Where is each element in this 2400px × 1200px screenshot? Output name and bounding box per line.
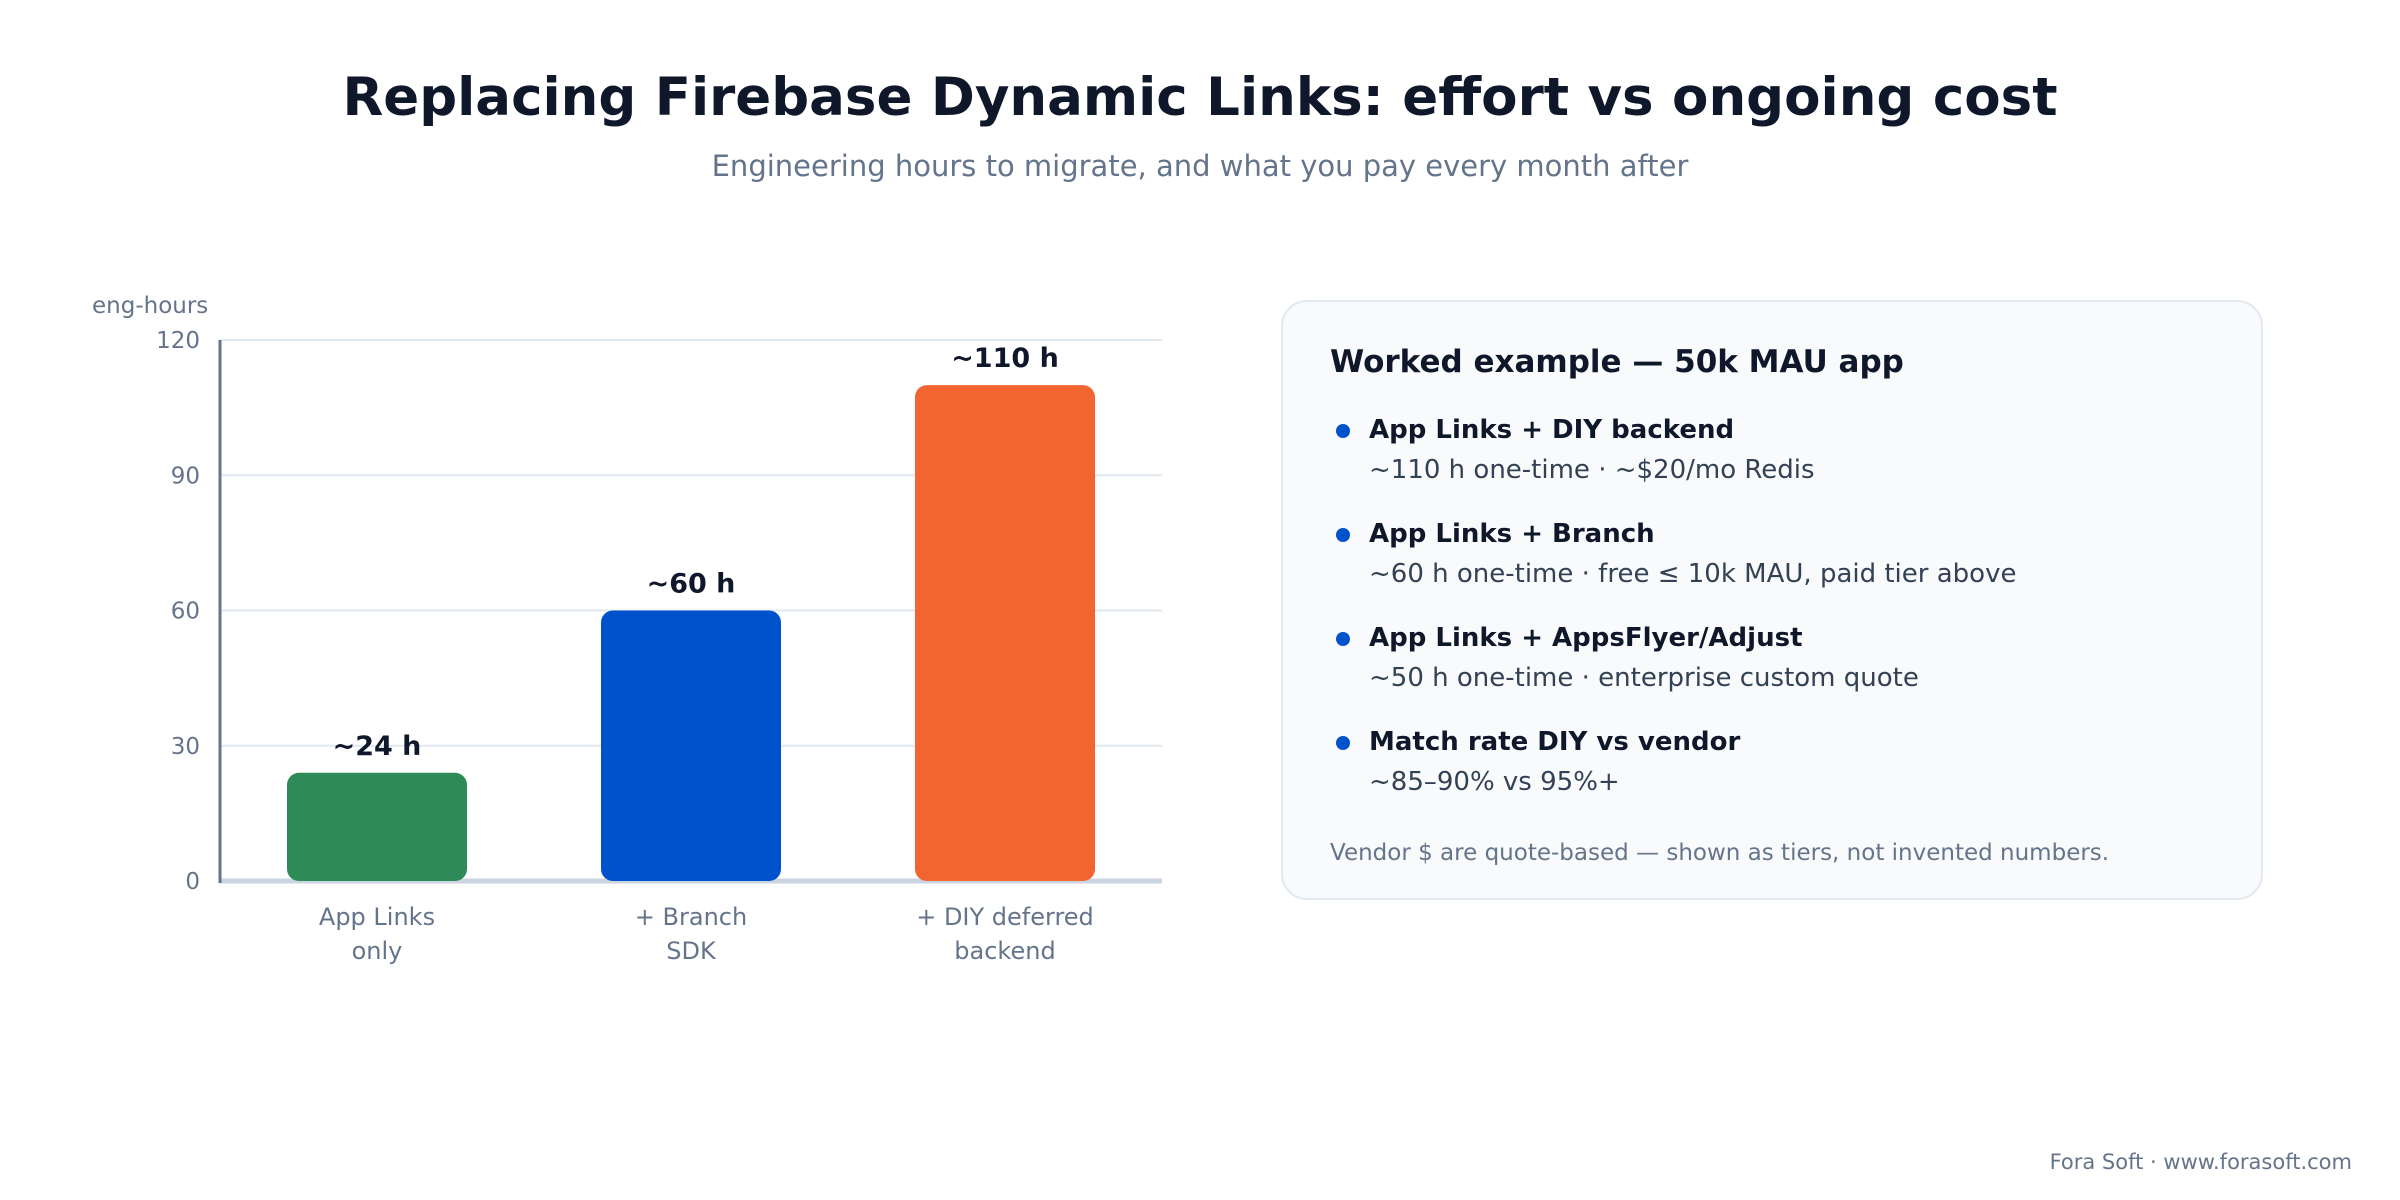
panel-item-appsflyer-adjust: App Links + AppsFlyer/Adjust ~50 h one-t… <box>1283 614 2261 714</box>
y-axis-label: eng-hours <box>92 293 208 319</box>
x-category-label: SDK <box>666 937 717 965</box>
panel-item-match-rate: Match rate DIY vs vendor ~85–90% vs 95%+ <box>1283 718 2261 818</box>
panel-item-heading: Match rate DIY vs vendor <box>1369 727 1741 757</box>
y-tick-label: 90 <box>171 463 200 489</box>
bar-value-label: ~24 h <box>333 731 422 762</box>
panel-item-diy-backend: App Links + DIY backend ~110 h one-time … <box>1283 406 2261 506</box>
y-tick-label: 0 <box>185 869 200 895</box>
bar-value-label: ~110 h <box>951 343 1059 374</box>
bullet-dot-icon <box>1336 424 1350 438</box>
chart-title: Replacing Firebase Dynamic Links: effort… <box>342 67 2058 128</box>
panel-title: Worked example — 50k MAU app <box>1330 344 1904 380</box>
y-tick-label: 120 <box>156 328 200 354</box>
panel-item-detail: ~85–90% vs 95%+ <box>1369 767 1620 797</box>
panel-footnote: Vendor $ are quote-based — shown as tier… <box>1330 840 2110 866</box>
chart-subtitle: Engineering hours to migrate, and what y… <box>711 149 1689 183</box>
bullet-dot-icon <box>1336 632 1350 646</box>
panel-item-detail: ~110 h one-time · ~$20/mo Redis <box>1369 455 1815 485</box>
x-category-label: + DIY deferred <box>916 903 1094 931</box>
x-category-label: App Links <box>319 903 435 931</box>
panel-item-detail: ~50 h one-time · enterprise custom quote <box>1369 663 1919 693</box>
x-category-label: only <box>352 937 403 965</box>
bullet-dot-icon <box>1336 528 1350 542</box>
panel-item-heading: App Links + AppsFlyer/Adjust <box>1369 623 1803 653</box>
bar-value-label: ~60 h <box>647 569 736 600</box>
y-tick-label: 30 <box>171 734 200 760</box>
worked-example-panel: Worked example — 50k MAU app App Links +… <box>1281 300 2263 900</box>
footer-credit: Fora Soft · www.forasoft.com <box>2049 1150 2352 1174</box>
bullet-dot-icon <box>1336 736 1350 750</box>
bar <box>601 610 781 881</box>
x-category-label: + Branch <box>635 903 747 931</box>
panel-item-branch: App Links + Branch ~60 h one-time · free… <box>1283 510 2261 610</box>
x-category-label: backend <box>954 937 1055 965</box>
bar <box>915 385 1095 881</box>
panel-item-heading: App Links + DIY backend <box>1369 415 1735 445</box>
panel-item-heading: App Links + Branch <box>1369 519 1655 549</box>
bar <box>287 772 467 881</box>
y-tick-label: 60 <box>171 599 200 625</box>
panel-item-detail: ~60 h one-time · free ≤ 10k MAU, paid ti… <box>1369 559 2017 589</box>
bar-chart: 0 30 60 90 120 eng-hours ~24 h App Links only ~60… <box>92 293 1162 965</box>
